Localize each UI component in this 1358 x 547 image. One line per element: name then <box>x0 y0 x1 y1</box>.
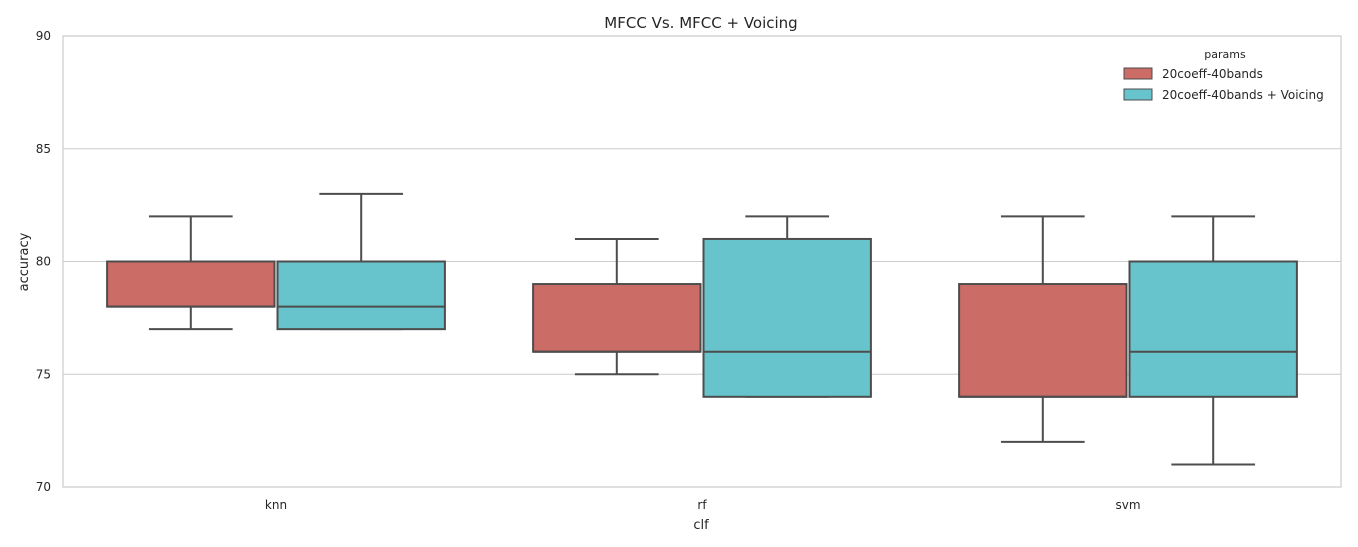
legend: params 20coeff-40bands 20coeff-40bands + … <box>1123 48 1324 102</box>
x-tick-label: rf <box>697 498 707 512</box>
box-body <box>276 260 446 331</box>
box-knn-series-0 <box>106 215 276 331</box>
plot-area <box>106 192 1298 466</box>
y-tick-label: 80 <box>36 255 51 269</box>
legend-swatch <box>1123 88 1153 101</box>
box-rf-series-1 <box>702 215 872 398</box>
y-tick-label: 90 <box>36 29 51 43</box>
box-rf-series-0 <box>532 237 702 376</box>
chart-title: MFCC Vs. MFCC + Voicing <box>604 14 797 32</box>
box-body <box>702 237 872 398</box>
box-knn-series-1 <box>276 192 446 331</box>
box-svm-series-1 <box>1128 215 1298 466</box>
box-body <box>532 283 702 353</box>
plot-frame <box>62 35 1342 488</box>
box-svm-series-0 <box>958 215 1128 443</box>
y-tick-label: 75 <box>36 367 51 381</box>
box-body <box>958 283 1128 398</box>
box-body <box>1128 260 1298 398</box>
legend-entry-label: 20coeff-40bands + Voicing <box>1162 88 1324 102</box>
legend-title: params <box>1204 48 1246 61</box>
x-axis-ticks: knn rf svm <box>265 498 1141 512</box>
x-axis-label: clf <box>693 518 709 533</box>
box-body <box>106 260 276 308</box>
x-tick-label: knn <box>265 498 287 512</box>
x-tick-label: svm <box>1115 498 1140 512</box>
y-axis-ticks: 70 75 80 85 90 <box>36 29 51 494</box>
legend-entry-label: 20coeff-40bands <box>1162 67 1263 81</box>
y-tick-label: 85 <box>36 142 51 156</box>
y-axis-label: accuracy <box>17 232 32 291</box>
legend-swatch <box>1123 67 1153 80</box>
y-tick-label: 70 <box>36 480 51 494</box>
